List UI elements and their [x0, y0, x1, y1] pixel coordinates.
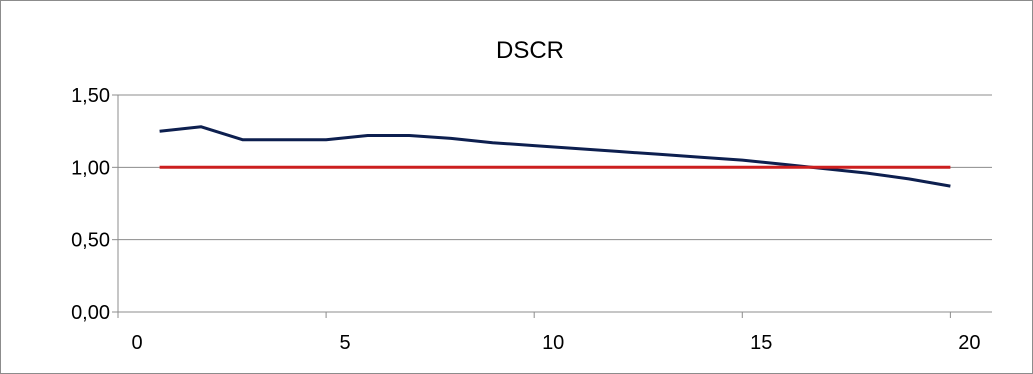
x-tick-label: 20	[958, 332, 980, 354]
x-tick-label: 0	[131, 332, 142, 354]
y-tick-label: 1,00	[71, 157, 110, 179]
axes	[112, 94, 992, 318]
x-tick-label: 10	[542, 332, 564, 354]
chart-title: DSCR	[496, 37, 564, 64]
x-tick-label: 5	[340, 332, 351, 354]
tick-labels: 0,00 0,50 1,00 1,50 0 5 10 15 20	[71, 85, 980, 354]
y-tick-label: 0,50	[71, 230, 110, 252]
y-tick-label: 0,00	[71, 302, 110, 324]
x-tick-label: 15	[750, 332, 772, 354]
y-tick-label: 1,50	[71, 85, 110, 107]
series-lines	[159, 125, 951, 188]
